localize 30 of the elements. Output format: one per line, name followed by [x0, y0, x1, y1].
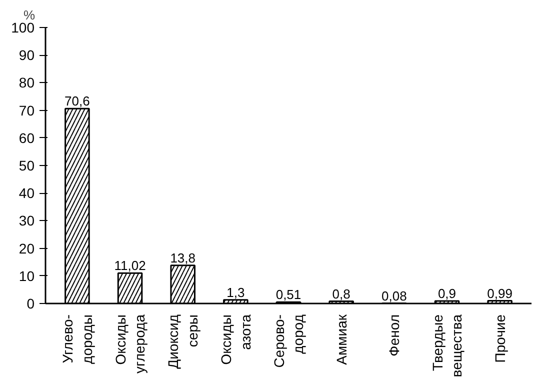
x-tick-label: Оксиды углерода	[112, 314, 148, 374]
data-label: 11,02	[114, 258, 146, 274]
x-tick-label: Аммиак	[333, 314, 350, 365]
x-tick-label: Диоксид серы	[165, 314, 200, 369]
y-tick-label: 0	[26, 296, 35, 312]
data-label: 70,6	[64, 94, 90, 109]
y-tick-label: 60	[18, 130, 35, 146]
y-tick-label: 30	[18, 212, 35, 229]
data-label: 13,8	[170, 250, 196, 266]
data-label: 0,51	[276, 287, 302, 302]
y-tick-label: 50	[18, 158, 35, 174]
y-tick-label: 10	[18, 268, 35, 284]
x-tick-label: Углево- дороды	[60, 314, 95, 364]
x-tick-label: Прочие	[492, 314, 508, 363]
data-label: 0,99	[487, 286, 512, 301]
y-tick-label: 20	[18, 240, 35, 256]
x-tick-label: Оксиды азота	[218, 314, 254, 365]
y-tick-label: 40	[18, 185, 35, 202]
data-label: 0,8	[332, 286, 350, 302]
y-tick-label: 100	[11, 20, 35, 36]
x-tick-label: Фенол	[386, 314, 402, 356]
y-axis-title: %	[24, 8, 36, 22]
data-label: 0,08	[382, 288, 407, 304]
data-label: 0,9	[438, 286, 456, 302]
y-tick-label: 80	[18, 74, 35, 91]
data-label: 1,3	[226, 284, 245, 300]
y-tick-label: 90	[18, 47, 35, 64]
x-tick-label: Твердые вещества	[429, 314, 465, 378]
x-tick-label: Серово- дород	[270, 314, 306, 368]
y-tick-label: 70	[18, 102, 35, 118]
